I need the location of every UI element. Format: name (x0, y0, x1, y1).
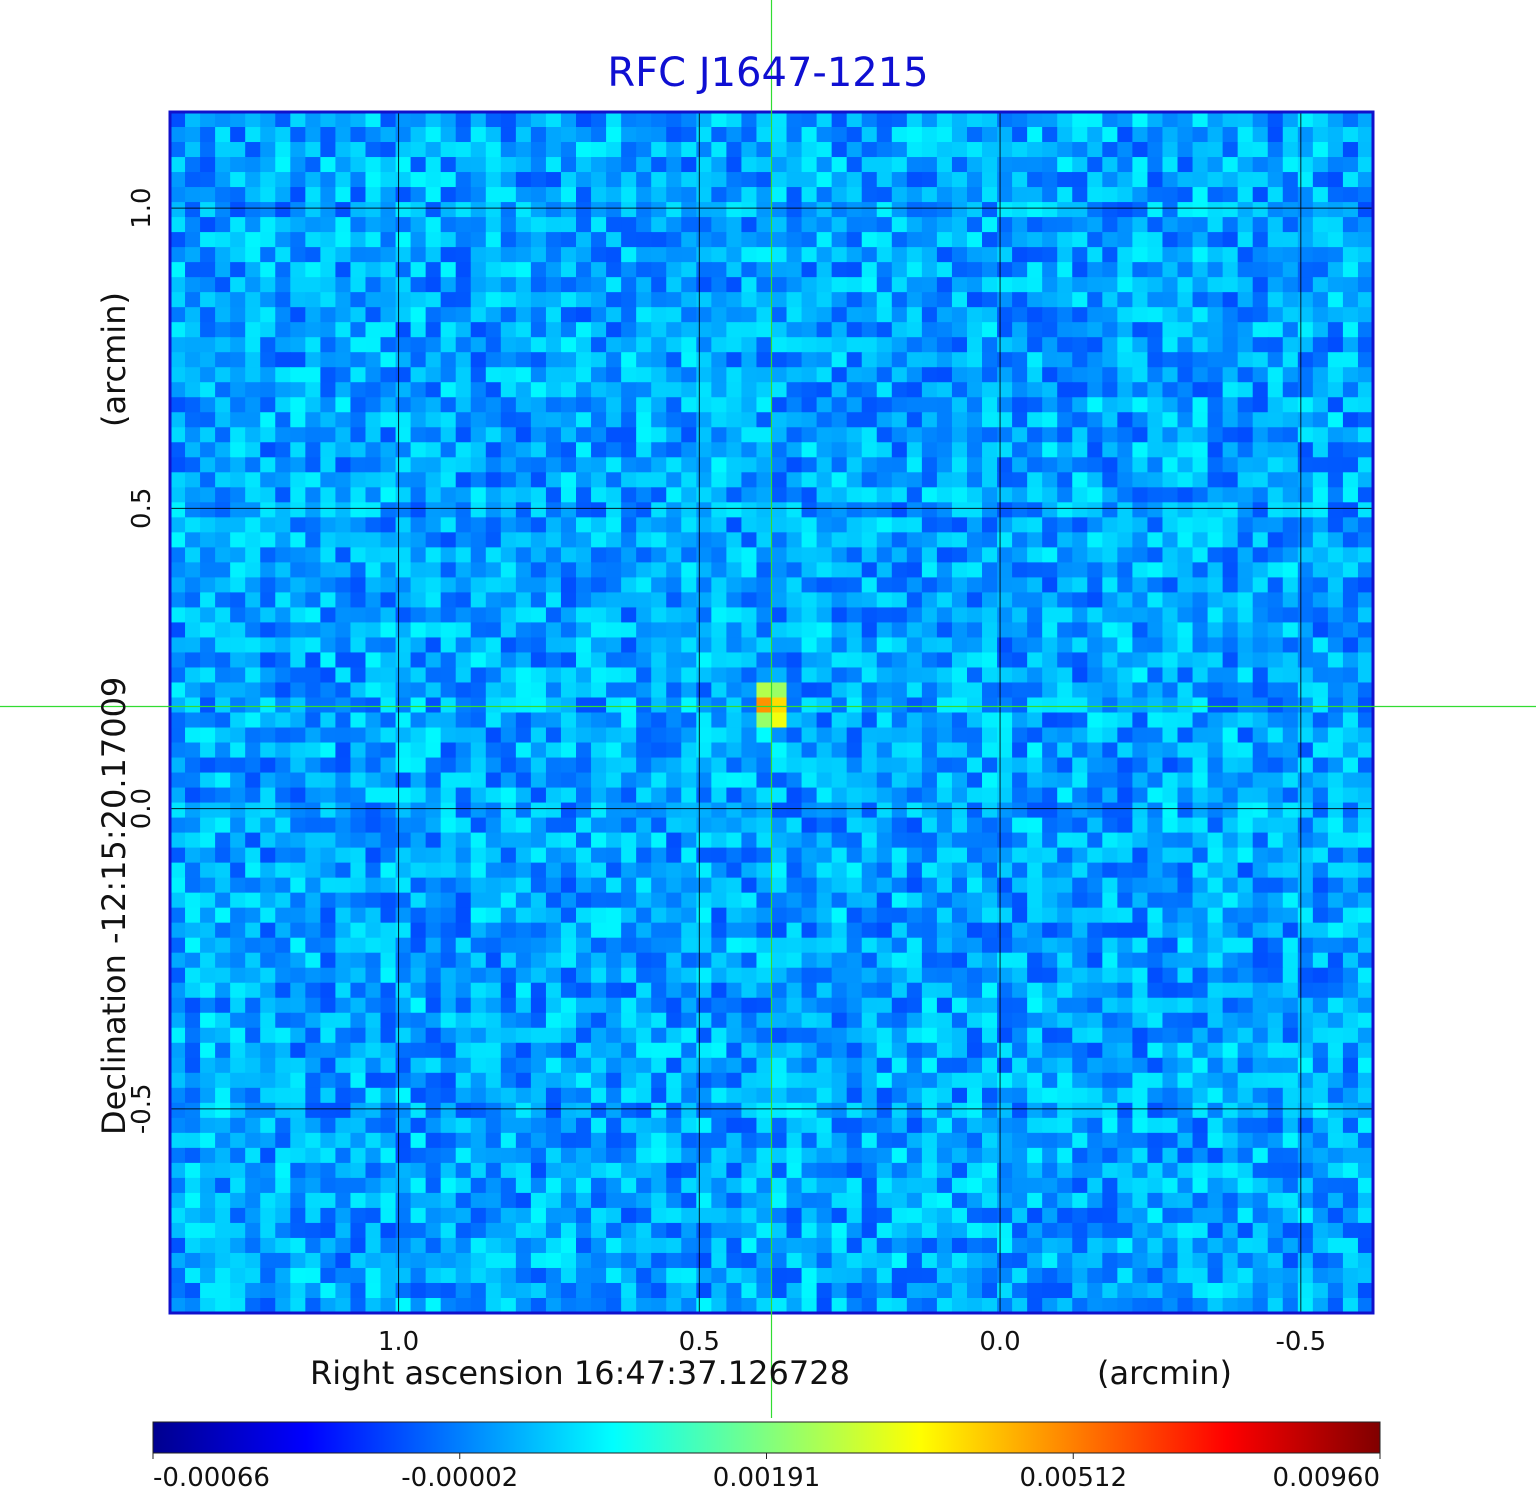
y-axis-label: Declination -12:15:20.17009 (95, 676, 133, 1135)
colorbar-tick-label: 0.00512 (1019, 1463, 1127, 1493)
y-axis-unit: (arcmin) (95, 292, 133, 427)
y-tick-label: 0.5 (127, 488, 157, 529)
crosshair (0, 0, 1536, 1418)
x-tick-label: 1.0 (378, 1327, 419, 1357)
y-tick-label: -0.5 (127, 1083, 157, 1134)
y-tick-label: 0.0 (127, 788, 157, 829)
y-tick-label: 1.0 (127, 187, 157, 228)
x-tick-label: -0.5 (1275, 1327, 1326, 1357)
x-axis-unit: (arcmin) (1097, 1354, 1232, 1392)
colorbar-tick-labels: -0.00066 -0.00002 0.00191 0.00512 0.00960 (152, 1453, 1381, 1493)
x-tick-labels: 1.0 0.5 0.0 -0.5 (378, 1327, 1326, 1357)
x-tick-label: 0.0 (979, 1327, 1020, 1357)
colorbar-tick-label: -0.00066 (153, 1463, 270, 1493)
heatmap-image (170, 112, 1374, 1314)
colorbar-tick-label: 0.00960 (1272, 1463, 1380, 1493)
x-axis-label: Right ascension 16:47:37.126728 (310, 1354, 850, 1392)
colorbar-tick-label: 0.00191 (713, 1463, 821, 1493)
colorbar (152, 1421, 1381, 1454)
coordinate-grid (170, 112, 1373, 1313)
y-tick-labels: 1.0 0.5 0.0 -0.5 (127, 187, 157, 1134)
colorbar-tick-label: -0.00002 (401, 1463, 518, 1493)
chart-title: RFC J1647-1215 (607, 50, 929, 96)
x-tick-label: 0.5 (679, 1327, 720, 1357)
